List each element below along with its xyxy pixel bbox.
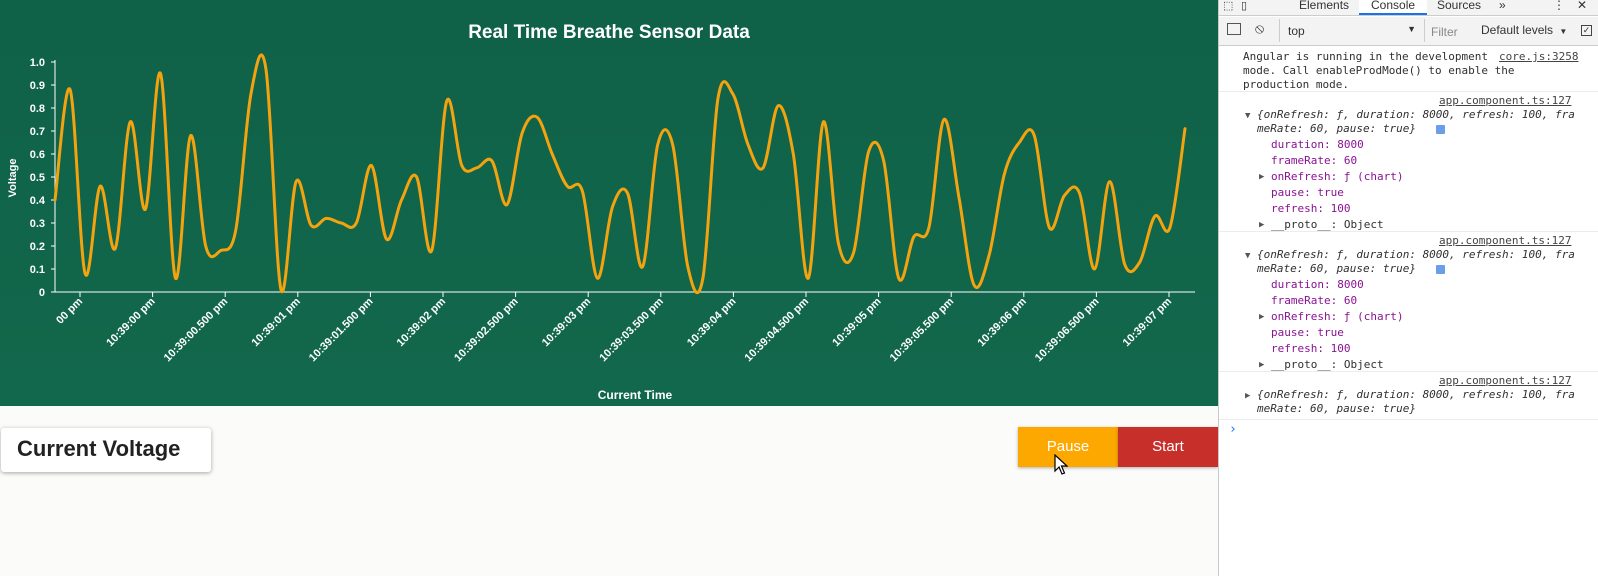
y-tick-label: 0.9 xyxy=(30,80,45,92)
chevron-down-icon: ▼ xyxy=(1407,24,1416,34)
prop-framerate: frameRate: 60 xyxy=(1271,294,1358,307)
angular-message-line-2: mode. Call enableProdMode() to enable th… xyxy=(1243,64,1515,77)
log-source-link[interactable]: app.component.ts:127 xyxy=(1439,94,1572,107)
chart-background xyxy=(0,0,1218,406)
expanded-triangle-icon[interactable]: ▼ xyxy=(1245,251,1251,261)
collapsed-triangle-icon[interactable]: ▶ xyxy=(1259,172,1265,182)
prop-proto: __proto__: Object xyxy=(1271,218,1384,231)
object-summary-line-1: {onRefresh: ƒ, duration: 8000, refresh: … xyxy=(1257,388,1575,401)
angular-message-line-3: production mode. xyxy=(1243,78,1349,91)
current-voltage-card: Current Voltage xyxy=(1,428,211,472)
y-tick-label: 1.0 xyxy=(30,57,45,69)
chevron-down-icon: ▼ xyxy=(1559,27,1568,36)
x-axis-label: Current Time xyxy=(598,388,673,402)
collapsed-triangle-icon[interactable]: ▶ xyxy=(1259,220,1265,230)
collapsed-triangle-icon[interactable]: ▶ xyxy=(1259,312,1265,322)
angular-dev-message: Angular is running in the development co… xyxy=(1219,46,1598,92)
app-root: Real Time Breathe Sensor Data Voltage Cu… xyxy=(0,0,1218,475)
y-tick-label: 0.7 xyxy=(30,126,45,138)
prop-duration: duration: 8000 xyxy=(1271,138,1364,151)
console-prompt-icon[interactable]: › xyxy=(1229,422,1237,437)
chart-title: Real Time Breathe Sensor Data xyxy=(468,22,750,43)
tab-overflow-icon[interactable]: » xyxy=(1499,0,1506,12)
y-tick-label: 0.2 xyxy=(30,241,45,253)
context-select[interactable]: top ▼ xyxy=(1279,19,1425,42)
prop-proto: __proto__: Object xyxy=(1271,358,1384,371)
expanded-triangle-icon[interactable]: ▼ xyxy=(1245,111,1251,121)
y-tick-label: 0.6 xyxy=(30,149,45,161)
y-axis: 0 0.1 0.2 0.3 0.4 0.5 0.6 0.7 0.8 0.9 1.0 xyxy=(30,57,56,299)
log-source-link[interactable]: app.component.ts:127 xyxy=(1439,234,1572,247)
log-entry-3[interactable]: app.component.ts:127 ▶ {onRefresh: ƒ, du… xyxy=(1219,372,1598,420)
prop-refresh: refresh: 100 xyxy=(1271,202,1351,215)
devtools-panel: ⬚ ▯ Elements Console Sources » ⋮ ✕ ⦸ top… xyxy=(1218,0,1598,576)
inspect-icon[interactable]: ⬚ xyxy=(1223,0,1234,12)
prop-duration: duration: 8000 xyxy=(1271,278,1364,291)
collapsed-triangle-icon[interactable]: ▶ xyxy=(1259,360,1265,370)
log-entry-2[interactable]: app.component.ts:127 ▼ {onRefresh: ƒ, du… xyxy=(1219,232,1598,372)
prop-refresh: refresh: 100 xyxy=(1271,342,1351,355)
filter-input[interactable]: Filter xyxy=(1431,25,1458,39)
tab-elements[interactable]: Elements xyxy=(1299,0,1350,12)
object-summary-line-1: {onRefresh: ƒ, duration: 8000, refresh: … xyxy=(1257,248,1575,261)
chart-panel: Real Time Breathe Sensor Data Voltage Cu… xyxy=(0,0,1218,406)
sidebar-toggle-icon[interactable] xyxy=(1227,23,1241,35)
start-button[interactable]: Start xyxy=(1118,427,1218,467)
prop-framerate: frameRate: 60 xyxy=(1271,154,1358,167)
object-summary-line-2: meRate: 60, pause: true} xyxy=(1257,402,1416,415)
more-options-icon[interactable]: ⋮ xyxy=(1553,0,1565,12)
context-select-value: top xyxy=(1288,24,1305,38)
collapsed-triangle-icon[interactable]: ▶ xyxy=(1245,391,1251,401)
pause-button[interactable]: Pause xyxy=(1018,427,1118,467)
y-tick-label: 0.8 xyxy=(30,103,45,115)
log-entry-1[interactable]: app.component.ts:127 ▼ {onRefresh: ƒ, du… xyxy=(1219,92,1598,232)
y-axis-label: Voltage xyxy=(7,159,19,198)
y-tick-label: 0.1 xyxy=(30,264,45,276)
y-tick-label: 0.3 xyxy=(30,218,45,230)
mouse-cursor-icon xyxy=(1054,454,1068,475)
console-log: Angular is running in the development co… xyxy=(1219,46,1598,576)
device-toolbar-icon[interactable]: ▯ xyxy=(1241,0,1248,12)
prop-onrefresh: onRefresh: ƒ (chart) xyxy=(1271,170,1404,183)
voltage-series-line xyxy=(53,53,1187,295)
angular-message-line-1: Angular is running in the development xyxy=(1243,50,1489,63)
tab-console[interactable]: Console xyxy=(1359,0,1428,15)
close-devtools-icon[interactable]: ✕ xyxy=(1577,0,1588,12)
info-icon xyxy=(1436,265,1445,274)
current-voltage-label: Current Voltage xyxy=(17,436,181,461)
object-summary-line-2: meRate: 60, pause: true} xyxy=(1257,122,1416,135)
object-summary-line-1: {onRefresh: ƒ, duration: 8000, refresh: … xyxy=(1257,108,1575,121)
y-tick-label: 0 xyxy=(39,287,45,299)
y-tick-label: 0.5 xyxy=(30,172,45,184)
group-similar-checkbox[interactable]: ✓ xyxy=(1581,25,1592,36)
prop-pause: pause: true xyxy=(1271,326,1344,339)
log-levels-label: Default levels xyxy=(1481,23,1554,37)
angular-source-link[interactable]: core.js:3258 xyxy=(1499,50,1579,63)
console-toolbar: ⦸ top ▼ Filter Default levels ▼ ✓ xyxy=(1219,17,1598,46)
tab-sources[interactable]: Sources xyxy=(1437,0,1482,12)
info-icon xyxy=(1436,125,1445,134)
log-levels-select[interactable]: Default levels ▼ xyxy=(1481,23,1567,37)
log-source-link[interactable]: app.component.ts:127 xyxy=(1439,374,1572,387)
object-summary-line-2: meRate: 60, pause: true} xyxy=(1257,262,1416,275)
devtools-tab-bar: ⬚ ▯ Elements Console Sources » ⋮ ✕ xyxy=(1219,0,1598,16)
prop-pause: pause: true xyxy=(1271,186,1344,199)
prop-onrefresh: onRefresh: ƒ (chart) xyxy=(1271,310,1404,323)
clear-console-icon[interactable]: ⦸ xyxy=(1255,20,1265,36)
breathe-sensor-chart: Real Time Breathe Sensor Data Voltage Cu… xyxy=(0,0,1218,406)
y-tick-label: 0.4 xyxy=(30,195,46,207)
